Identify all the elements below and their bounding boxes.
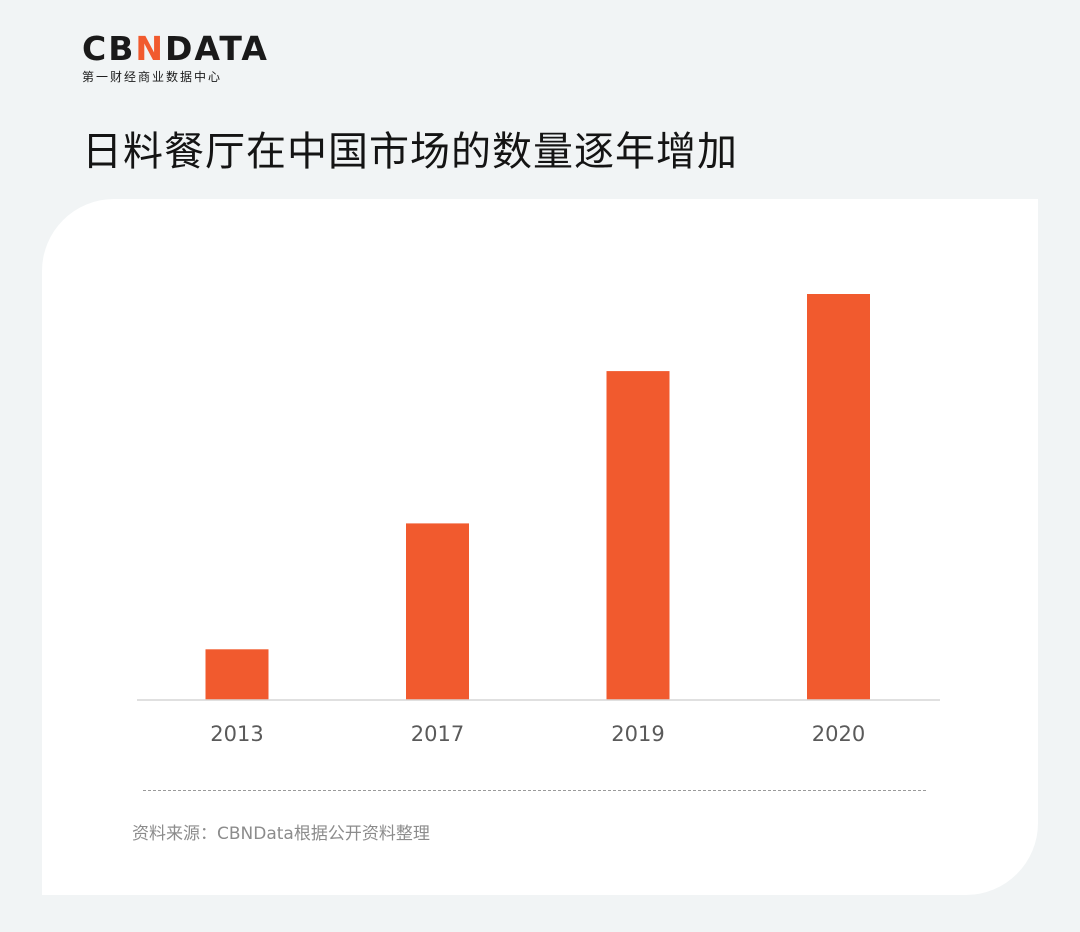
x-tick-label-2020: 2020	[812, 722, 865, 746]
bar-2020	[807, 294, 870, 700]
bars-group	[205, 294, 870, 701]
logo-wordmark: CB N DATA	[82, 32, 269, 66]
bar-2019	[606, 371, 670, 700]
bar-chart: 2013 2017 2019 2020	[137, 294, 940, 746]
tick-labels-group: 2013 2017 2019 2020	[210, 722, 865, 746]
cbndata-logo: CB N DATA 第一财经商业数据中心	[82, 32, 269, 85]
logo-text-accent: N	[135, 29, 165, 68]
logo-subtitle: 第一财经商业数据中心	[82, 70, 223, 84]
x-tick-label-2013: 2013	[210, 722, 263, 746]
source-note: 资料来源：CBNData根据公开资料整理	[132, 824, 430, 844]
dashed-divider	[143, 790, 926, 791]
logo-text-left: CB	[82, 29, 136, 68]
logo-text-right: DATA	[165, 29, 269, 68]
bar-2013	[205, 649, 269, 701]
x-tick-label-2017: 2017	[411, 722, 464, 746]
bar-2017	[406, 523, 469, 700]
x-tick-label-2019: 2019	[611, 722, 664, 746]
chart-card: 2013 2017 2019 2020 资料来源：CBNData根据公开资料整理	[42, 199, 1038, 895]
page-title: 日料餐厅在中国市场的数量逐年增加	[82, 129, 738, 175]
